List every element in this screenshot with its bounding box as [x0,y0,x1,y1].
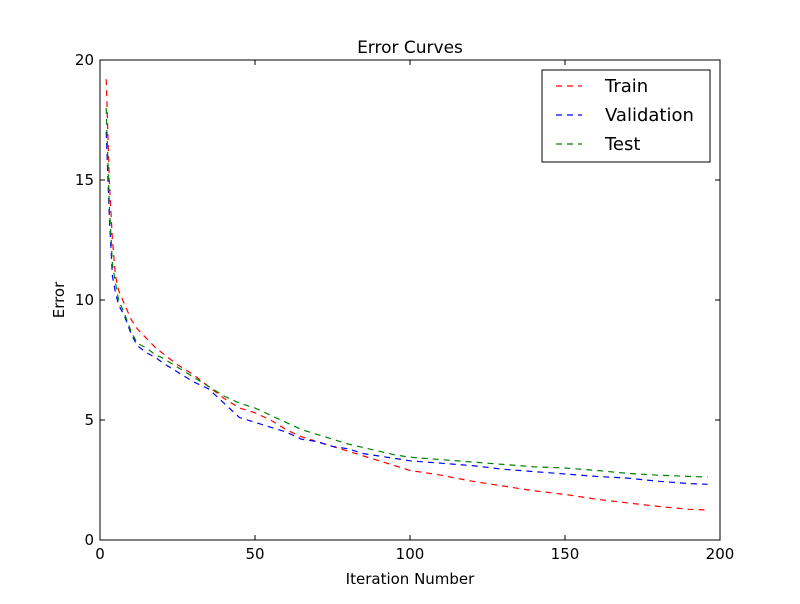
legend-label-validation: Validation [605,105,694,126]
y-tick-label: 5 [84,411,94,429]
axes: 0 50 100 150 200 0 5 10 15 20 [75,51,734,563]
series-line-train [105,79,708,511]
x-tick-label: 50 [245,545,264,563]
y-axis-label: Error [50,281,68,318]
series-line-test [105,107,708,478]
y-tick-label: 20 [75,51,94,69]
y-tick-label: 15 [75,171,94,189]
plot-area [105,79,708,511]
legend-label-test: Test [604,134,640,155]
x-tick-label: 150 [551,545,580,563]
legend: Train Validation Test [541,69,711,163]
x-axis-label: Iteration Number [346,570,475,588]
chart-title: Error Curves [357,38,463,58]
x-tick-label: 0 [95,545,105,563]
x-tick-label: 200 [706,545,735,563]
x-tick-label: 100 [396,545,425,563]
legend-box [541,69,711,163]
y-tick-label: 0 [84,531,94,549]
y-tick-label: 10 [75,291,94,309]
legend-label-train: Train [604,76,648,97]
